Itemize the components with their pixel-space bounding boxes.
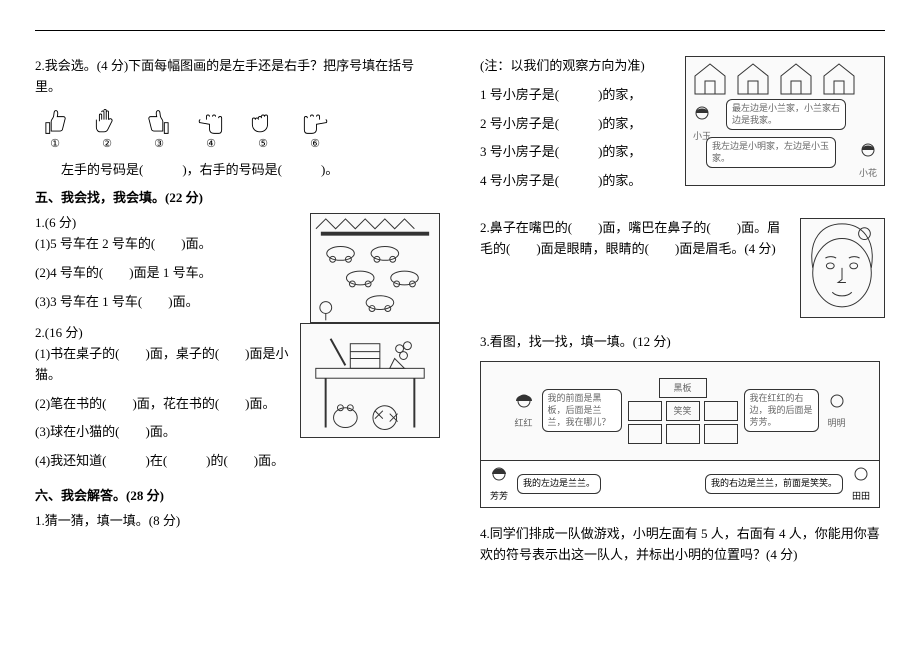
q5-2-4: (4)我还知道( )在( )的( )面。 xyxy=(35,451,290,472)
q6-1: 1.猜一猜，填一填。(8 分) xyxy=(35,511,440,532)
person-xiaohua: 小花 xyxy=(856,142,880,180)
person-tiantian: 田田 xyxy=(849,465,873,503)
house-icon xyxy=(733,61,773,96)
fist-icon xyxy=(244,106,282,136)
left-column: 2.我会选。(4 分)下面每幅图画的是左手还是右手？把序号填在括号里。 ① ② … xyxy=(35,56,440,574)
seat xyxy=(628,401,662,421)
note: (注：以我们的观察方向为准) xyxy=(480,56,675,77)
desk-image xyxy=(300,323,440,438)
section-6-title: 六、我会解答。(28 分) xyxy=(35,486,440,507)
seat-grid: 黑板 笑笑 xyxy=(628,378,738,444)
girl-icon xyxy=(512,392,536,416)
hand-num-4: ④ xyxy=(206,136,216,154)
q5-1-block: 1.(6 分) (1)5 号车在 2 号车的( )面。 (2)4 号车的( )面… xyxy=(35,213,440,323)
hand-5: ⑤ xyxy=(243,106,283,154)
hand-num-3: ③ xyxy=(154,136,164,154)
mingming-label: 明明 xyxy=(827,416,845,430)
hand-1: ① xyxy=(35,106,75,154)
thumbs-up-icon xyxy=(36,106,74,136)
cars-image xyxy=(310,213,440,323)
thumbs-up-icon xyxy=(140,106,178,136)
xiaohua-label: 小花 xyxy=(859,166,877,180)
q6-2: 2.鼻子在嘴巴的( )面，嘴巴在鼻子的( )面。眉毛的( )面是眼睛，眼睛的( … xyxy=(480,218,790,260)
tiantian-label: 田田 xyxy=(852,489,870,503)
bubble-mingming: 我在红红的右边，我的后面是芳芳。 xyxy=(744,389,819,432)
q5-2-text: 2.(16 分) (1)书在桌子的( )面，桌子的( )面是小猫。 (2)笔在书… xyxy=(35,323,290,480)
hand-images-row: ① ② ③ ④ ⑤ ⑥ xyxy=(35,106,440,154)
hand-2: ② xyxy=(87,106,127,154)
person-honghong: 红红 xyxy=(512,392,536,430)
girl-icon xyxy=(690,105,714,129)
person-fangfang: 芳芳 xyxy=(487,465,511,503)
hand-num-2: ② xyxy=(102,136,112,154)
top-rule xyxy=(35,30,885,31)
q5-1-2: (2)4 号车的( )面是 1 号车。 xyxy=(35,263,300,284)
house-2: 2 号小房子是( )的家， xyxy=(480,114,675,135)
seats-image: 红红 我的前面是黑板，后面是兰兰，我在哪儿？ 黑板 笑笑 我在红红的右边，我的后… xyxy=(480,361,880,461)
pointing-hand-icon xyxy=(192,106,230,136)
seat-xiaoxiao: 笑笑 xyxy=(666,401,700,421)
house-3: 3 号小房子是( )的家， xyxy=(480,142,675,163)
house-icon xyxy=(776,61,816,96)
face-image xyxy=(800,218,885,318)
q5-2-head: 2.(16 分) xyxy=(35,323,290,344)
q2-answer-line: 左手的号码是( )，右手的号码是( )。 xyxy=(35,160,440,181)
bubble-xiaoyu: 最左边是小兰家，小兰家右边是我家。 xyxy=(726,99,846,130)
q5-1-text: 1.(6 分) (1)5 号车在 2 号车的( )面。 (2)4 号车的( )面… xyxy=(35,213,300,320)
honghong-label: 红红 xyxy=(514,416,532,430)
house-icon xyxy=(819,61,859,96)
q6-3-head: 3.看图，找一找，填一填。(12 分) xyxy=(480,332,885,353)
face-icon xyxy=(801,219,884,317)
right-column: (注：以我们的观察方向为准) 1 号小房子是( )的家， 2 号小房子是( )的… xyxy=(480,56,885,574)
desk-scene-icon xyxy=(301,324,439,437)
q5-2-2: (2)笔在书的( )面，花在书的( )面。 xyxy=(35,394,290,415)
section-5-title: 五、我会找，我会填。(22 分) xyxy=(35,188,440,209)
houses-block: (注：以我们的观察方向为准) 1 号小房子是( )的家， 2 号小房子是( )的… xyxy=(480,56,885,200)
bubble-tiantian: 我的右边是兰兰，前面是笑笑。 xyxy=(705,474,843,494)
hand-num-5: ⑤ xyxy=(258,136,268,154)
hand-4: ④ xyxy=(191,106,231,154)
house-1: 1 号小房子是( )的家， xyxy=(480,85,675,106)
q5-2-3: (3)球在小猫的( )面。 xyxy=(35,422,290,443)
houses-image: 最左边是小兰家，小兰家右边是我家。 小玉 我左边是小明家，左边是小玉家。 小花 xyxy=(685,56,885,186)
hand-6: ⑥ xyxy=(295,106,335,154)
blackboard: 黑板 xyxy=(659,378,707,398)
bubble-xiaohua: 我左边是小明家，左边是小玉家。 xyxy=(706,137,836,168)
q5-2-block: 2.(16 分) (1)书在桌子的( )面，桌子的( )面是小猫。 (2)笔在书… xyxy=(35,323,440,480)
hand-num-6: ⑥ xyxy=(310,136,320,154)
open-hand-icon xyxy=(88,106,126,136)
q5-1-3: (3)3 号车在 1 号车( )面。 xyxy=(35,292,300,313)
seats-bottom-row: 芳芳 我的左边是兰兰。 我的右边是兰兰，前面是笑笑。 田田 xyxy=(480,461,880,508)
girl-icon xyxy=(856,142,880,166)
house-row xyxy=(686,57,884,100)
houses-text: (注：以我们的观察方向为准) 1 号小房子是( )的家， 2 号小房子是( )的… xyxy=(480,56,675,200)
bubble-honghong: 我的前面是黑板，后面是兰兰，我在哪儿？ xyxy=(542,389,622,432)
q2-intro: 2.我会选。(4 分)下面每幅图画的是左手还是右手？把序号填在括号里。 xyxy=(35,56,440,98)
boy-icon xyxy=(849,465,873,489)
q5-1-1: (1)5 号车在 2 号车的( )面。 xyxy=(35,234,300,255)
seat xyxy=(628,424,662,444)
girl-icon xyxy=(487,465,511,489)
house-icon xyxy=(690,61,730,96)
hand-3: ③ xyxy=(139,106,179,154)
seat xyxy=(666,424,700,444)
person-mingming: 明明 xyxy=(825,392,849,430)
house-4: 4 号小房子是( )的家。 xyxy=(480,171,675,192)
cars-scene-icon xyxy=(311,214,439,322)
two-column-layout: 2.我会选。(4 分)下面每幅图画的是左手还是右手？把序号填在括号里。 ① ② … xyxy=(35,56,885,574)
face-block: 2.鼻子在嘴巴的( )面，嘴巴在鼻子的( )面。眉毛的( )面是眼睛，眼睛的( … xyxy=(480,218,885,318)
fangfang-label: 芳芳 xyxy=(490,489,508,503)
bubble-fangfang: 我的左边是兰兰。 xyxy=(517,474,601,494)
seat xyxy=(704,401,738,421)
hand-num-1: ① xyxy=(50,136,60,154)
q5-1-head: 1.(6 分) xyxy=(35,213,300,234)
q6-4: 4.同学们排成一队做游戏，小明左面有 5 人，右面有 4 人，你能用你喜欢的符号… xyxy=(480,524,885,566)
seat xyxy=(704,424,738,444)
q5-2-1: (1)书在桌子的( )面，桌子的( )面是小猫。 xyxy=(35,344,290,386)
pointing-hand-icon xyxy=(296,106,334,136)
boy-icon xyxy=(825,392,849,416)
